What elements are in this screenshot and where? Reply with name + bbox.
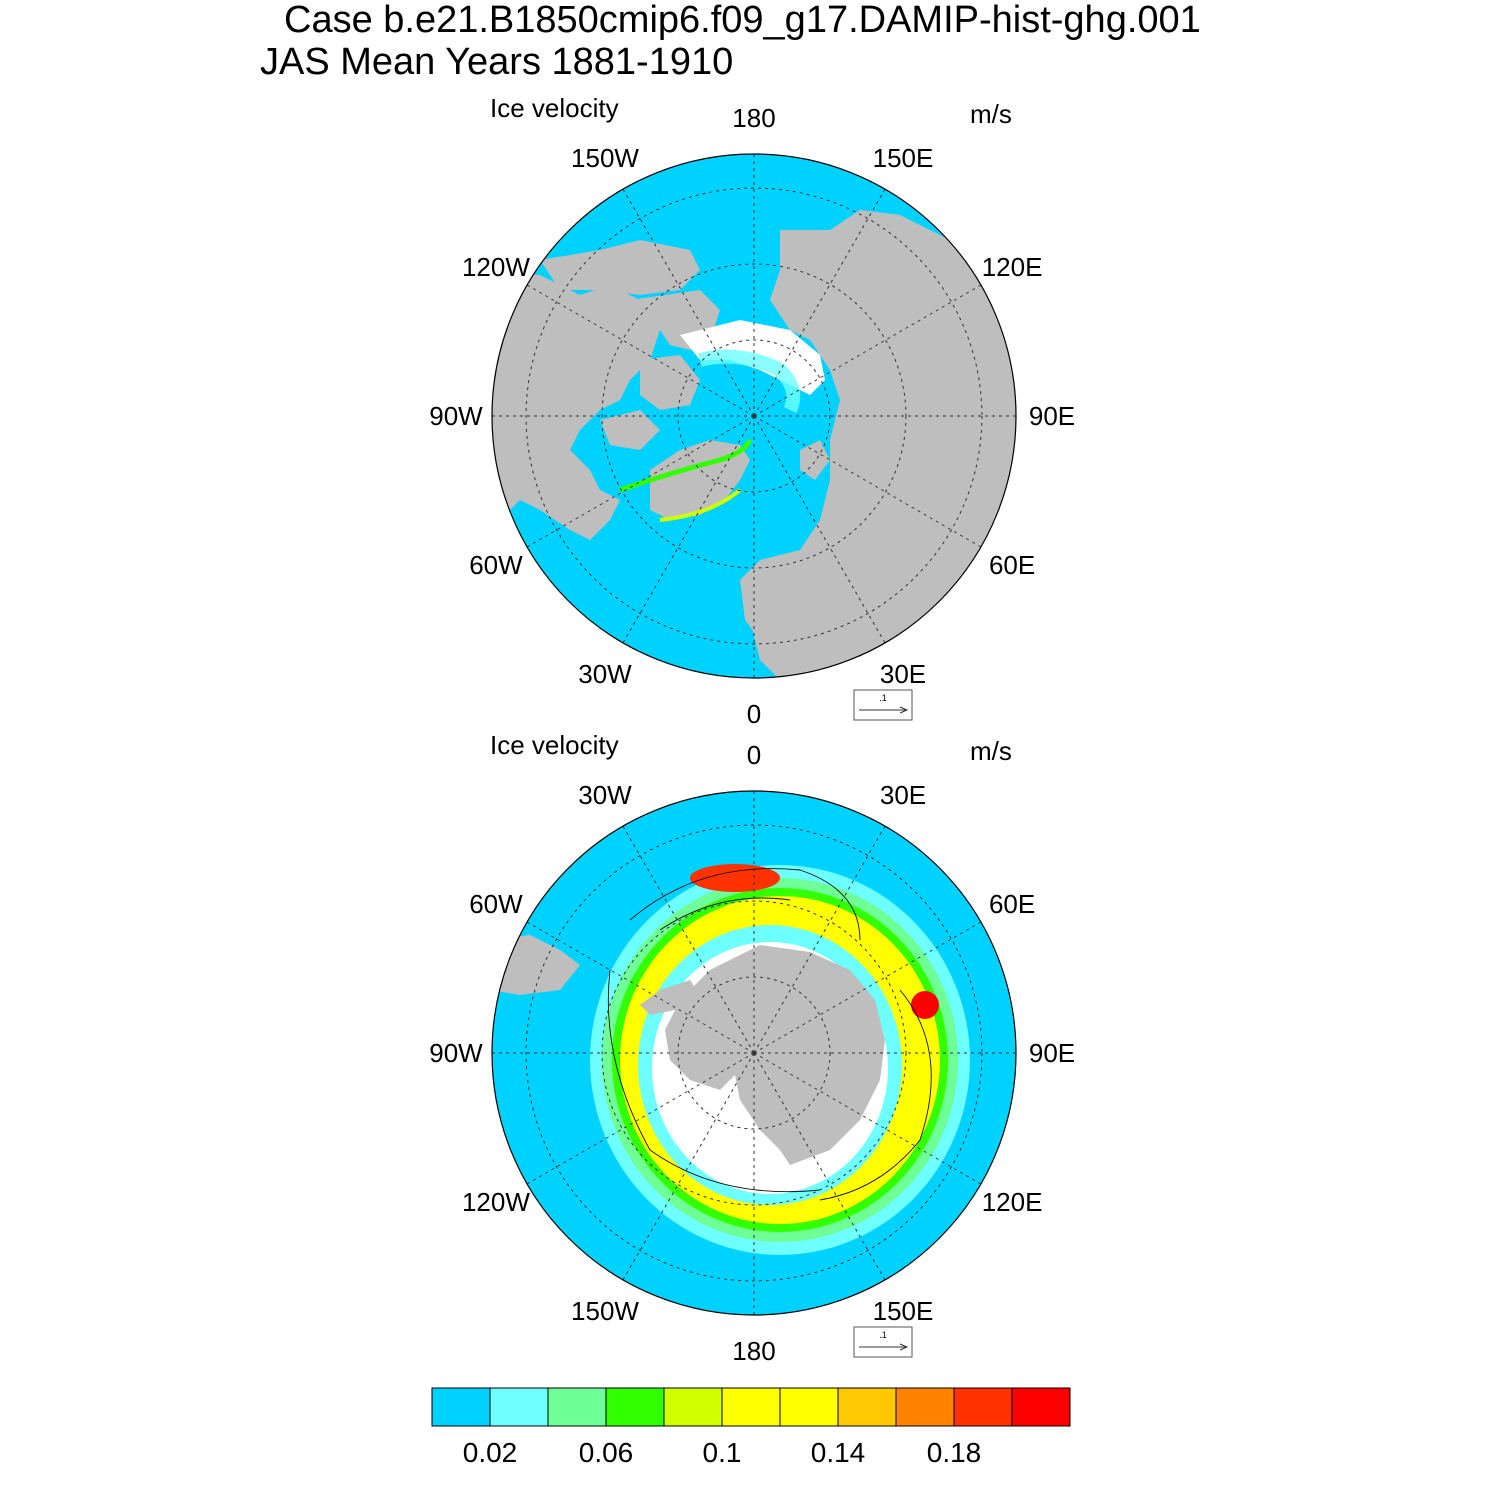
colorbar-box — [779, 1387, 839, 1427]
ice-velocity-vectors — [607, 868, 932, 1201]
colorbar-box — [837, 1387, 897, 1427]
colorbar-box — [489, 1387, 549, 1427]
south-graticule — [492, 791, 1016, 1315]
north-lon-label: 150E — [873, 143, 934, 173]
colorbar-box — [605, 1387, 665, 1427]
north-polar-map: 180 150E 120E 90E 60E 30E 0 30W 60W 90W 120W 150W .1 — [429, 103, 1075, 729]
arctic-basin-ice-flow — [698, 349, 801, 414]
colorbar-box — [431, 1387, 491, 1427]
east-greenland-ice-flow — [659, 488, 742, 522]
colorbar-tick-label: 0.02 — [463, 1437, 518, 1468]
south-lon-label: 120E — [982, 1187, 1043, 1217]
north-map-border — [491, 153, 1017, 679]
south-lon-label: 60E — [989, 889, 1035, 919]
south-lon-label: 90W — [429, 1038, 483, 1068]
south-lon-label: 120W — [462, 1187, 530, 1217]
north-reference-vector-box — [853, 689, 913, 721]
colorbar-box — [1011, 1387, 1071, 1427]
north-lon-label: 30W — [578, 659, 632, 689]
north-lon-label: 120E — [982, 252, 1043, 282]
south-lon-label: 0 — [747, 740, 761, 770]
colorbar-box — [663, 1387, 723, 1427]
south-reference-vector-label: .1 — [879, 1330, 887, 1340]
north-lon-label: 90E — [1029, 401, 1075, 431]
arctic-islands-land — [800, 410, 880, 480]
north-lon-label: 120W — [462, 252, 530, 282]
north-lon-label: 90W — [429, 401, 483, 431]
colorbar: 0.02 0.06 0.1 0.14 0.18 — [431, 1387, 1071, 1468]
fram-strait-ice-flow — [619, 438, 753, 493]
south-lon-label: 180 — [732, 1336, 775, 1366]
south-lon-label: 30E — [880, 780, 926, 810]
colorbar-tick-label: 0.18 — [927, 1437, 982, 1468]
arctic-archipelago-land — [600, 290, 720, 450]
figure-title-line-1: Case b.e21.B1850cmip6.f09_g17.DAMIP-hist… — [284, 0, 1201, 41]
colorbar-box — [953, 1387, 1013, 1427]
antarctica-land — [665, 945, 885, 1165]
colorbar-box — [721, 1387, 781, 1427]
south-reference-vector-box — [853, 1326, 913, 1358]
colorbar-box — [895, 1387, 955, 1427]
south-lon-label: 30W — [578, 780, 632, 810]
colorbar-box — [547, 1387, 607, 1427]
south-lon-label: 90E — [1029, 1038, 1075, 1068]
north-reference-vector-label: .1 — [879, 693, 887, 703]
north-lon-label: 0 — [747, 699, 761, 729]
east-antarctic-high-velocity — [911, 991, 939, 1019]
north-lon-label: 150W — [571, 143, 639, 173]
north-panel-units-label: m/s — [970, 99, 1012, 129]
colorbar-tick-label: 0.06 — [579, 1437, 634, 1468]
south-lon-label: 60W — [469, 889, 523, 919]
weddell-high-velocity — [690, 864, 780, 892]
scandinavia-land — [740, 560, 790, 640]
south-panel-variable-label: Ice velocity — [490, 730, 619, 760]
figure-title-line-2: JAS Mean Years 1881-1910 — [260, 41, 734, 83]
colorbar-tick-label: 0.14 — [811, 1437, 866, 1468]
north-lon-label: 60E — [989, 550, 1035, 580]
alaska-land — [540, 240, 700, 295]
north-lon-label: 60W — [469, 550, 523, 580]
south-panel-units-label: m/s — [970, 736, 1012, 766]
south-lon-label: 150W — [571, 1296, 639, 1326]
antarctic-peninsula-land — [640, 980, 700, 1015]
north-lon-label: 180 — [732, 103, 775, 133]
south-map-border — [491, 790, 1017, 1316]
north-lon-label: 30E — [880, 659, 926, 689]
eurasia-land — [740, 210, 1016, 678]
south-polar-map: 0 30E 60E 90E 120E 150E 180 150W 120W 90W 60W 30W .1 — [429, 740, 1075, 1366]
north-graticule — [492, 154, 1016, 678]
north-panel-variable-label: Ice velocity — [490, 93, 619, 123]
colorbar-tick-label: 0.1 — [703, 1437, 742, 1468]
south-lon-label: 150E — [873, 1296, 934, 1326]
north-america-land — [492, 270, 660, 540]
